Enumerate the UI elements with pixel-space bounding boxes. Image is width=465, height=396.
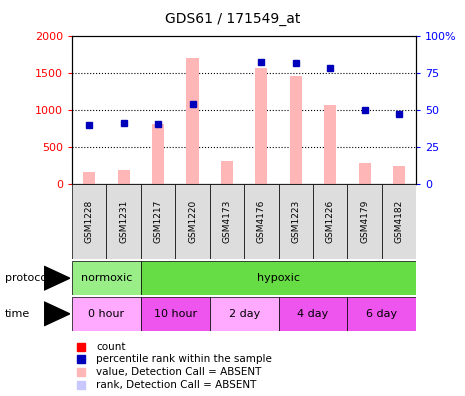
Text: GSM1226: GSM1226 [326,200,335,244]
Text: count: count [96,342,126,352]
Text: 6 day: 6 day [366,309,397,319]
Text: GSM1231: GSM1231 [119,200,128,244]
Text: value, Detection Call = ABSENT: value, Detection Call = ABSENT [96,367,261,377]
Text: 10 hour: 10 hour [154,309,197,319]
Bar [359,163,371,184]
Bar [141,261,416,295]
Bar [313,184,347,259]
Text: GDS61 / 171549_at: GDS61 / 171549_at [165,12,300,26]
Text: 4 day: 4 day [297,309,329,319]
Bar [255,68,267,184]
Bar [279,184,313,259]
Polygon shape [44,302,70,326]
Text: time: time [5,309,30,319]
Polygon shape [44,266,70,290]
Bar [290,76,302,184]
Bar [382,184,416,259]
Text: 2 day: 2 day [228,309,260,319]
Bar [72,261,141,295]
Bar [221,161,233,184]
Text: GSM1223: GSM1223 [291,200,300,244]
Text: protocol: protocol [5,273,50,283]
Bar [83,172,95,184]
Bar [244,184,279,259]
Text: GSM4176: GSM4176 [257,200,266,244]
Bar [72,297,141,331]
Text: percentile rank within the sample: percentile rank within the sample [96,354,272,364]
Bar [347,184,382,259]
Bar [210,297,279,331]
Bar [141,184,175,259]
Bar [347,297,416,331]
Text: normoxic: normoxic [81,273,132,283]
Bar [324,105,336,184]
Text: GSM1228: GSM1228 [85,200,94,244]
Bar [210,184,244,259]
Text: hypoxic: hypoxic [257,273,300,283]
Bar [393,166,405,184]
Bar [72,184,106,259]
Text: GSM1220: GSM1220 [188,200,197,244]
Text: GSM4179: GSM4179 [360,200,369,244]
Bar [141,297,210,331]
Bar [106,184,141,259]
Text: GSM4173: GSM4173 [222,200,232,244]
Text: GSM4182: GSM4182 [394,200,404,244]
Bar [152,124,164,184]
Bar [186,58,199,184]
Text: rank, Detection Call = ABSENT: rank, Detection Call = ABSENT [96,381,257,390]
Bar [175,184,210,259]
Bar [279,297,347,331]
Bar [118,170,130,184]
Text: GSM1217: GSM1217 [153,200,163,244]
Text: 0 hour: 0 hour [88,309,125,319]
